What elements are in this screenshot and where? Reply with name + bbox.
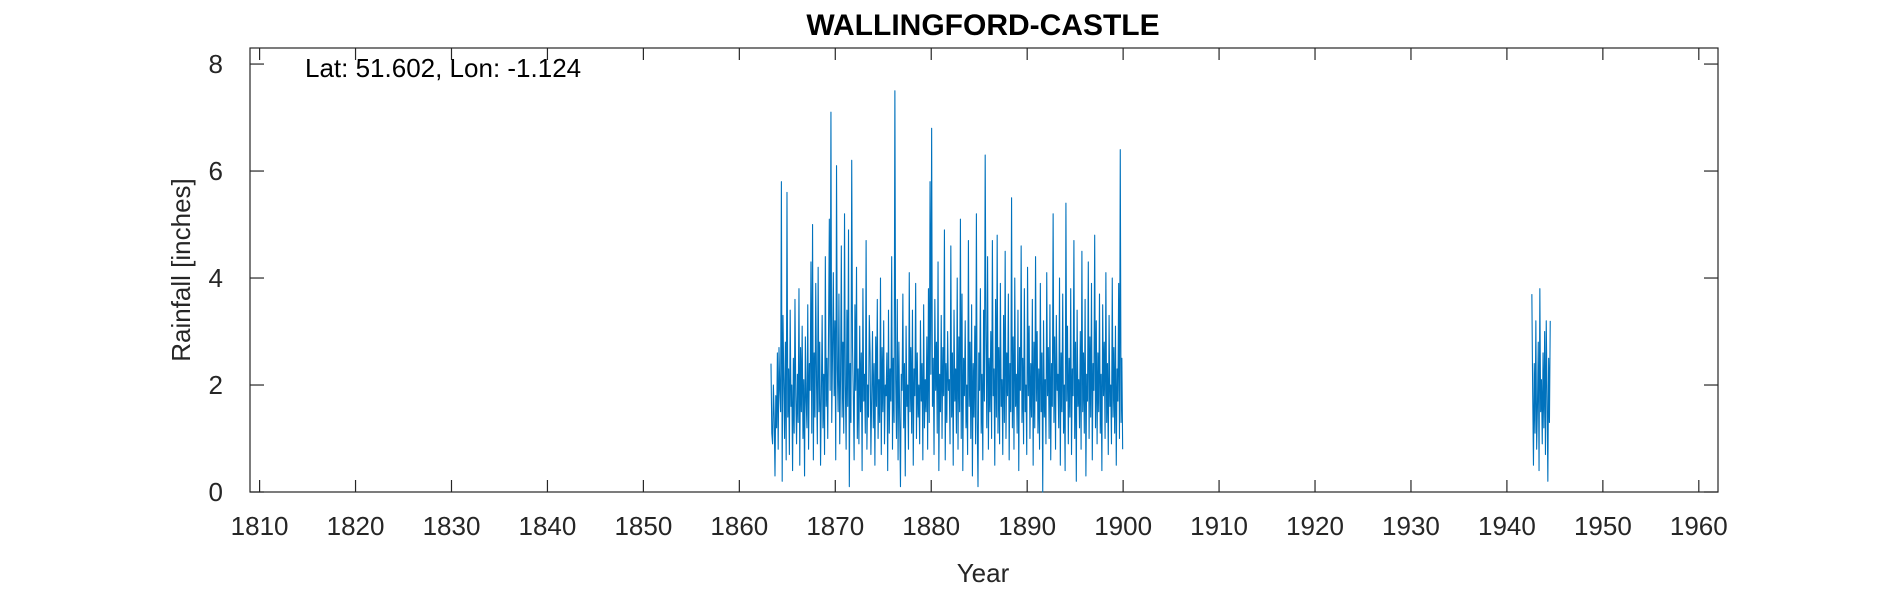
x-tick-label: 1830: [423, 511, 481, 541]
x-tick-label: 1810: [231, 511, 289, 541]
y-tick-label: 6: [209, 156, 223, 186]
series-line: [770, 90, 1124, 493]
location-annotation: Lat: 51.602, Lon: -1.124: [305, 53, 581, 83]
chart-title: WALLINGFORD-CASTLE: [806, 9, 1159, 42]
plot-area: [249, 47, 1719, 493]
y-tick-label: 2: [209, 370, 223, 400]
x-tick-label: 1950: [1574, 511, 1632, 541]
x-tick-label: 1920: [1286, 511, 1344, 541]
x-tick-label: 1940: [1478, 511, 1536, 541]
series-layer: [770, 90, 1551, 493]
x-tick-label: 1960: [1670, 511, 1728, 541]
x-axis: 1810 1820 1830 1840 1850 1860 1870 1880 1890 1900…: [231, 48, 1728, 541]
x-axis-label: Year: [957, 558, 1010, 588]
series-line: [1531, 288, 1551, 482]
y-axis-label: Rainfall [inches]: [166, 178, 196, 362]
x-tick-label: 1860: [710, 511, 768, 541]
x-tick-label: 1910: [1190, 511, 1248, 541]
y-tick-label: 4: [209, 263, 223, 293]
y-axis: 0 2 4 6 8: [209, 49, 1718, 507]
x-tick-label: 1880: [902, 511, 960, 541]
x-tick-label: 1840: [519, 511, 577, 541]
x-tick-label: 1890: [998, 511, 1056, 541]
x-tick-label: 1820: [327, 511, 385, 541]
x-tick-label: 1930: [1382, 511, 1440, 541]
y-tick-label: 8: [209, 49, 223, 79]
x-tick-label: 1850: [614, 511, 672, 541]
x-tick-label: 1900: [1094, 511, 1152, 541]
y-tick-label: 0: [209, 477, 223, 507]
x-tick-label: 1870: [806, 511, 864, 541]
